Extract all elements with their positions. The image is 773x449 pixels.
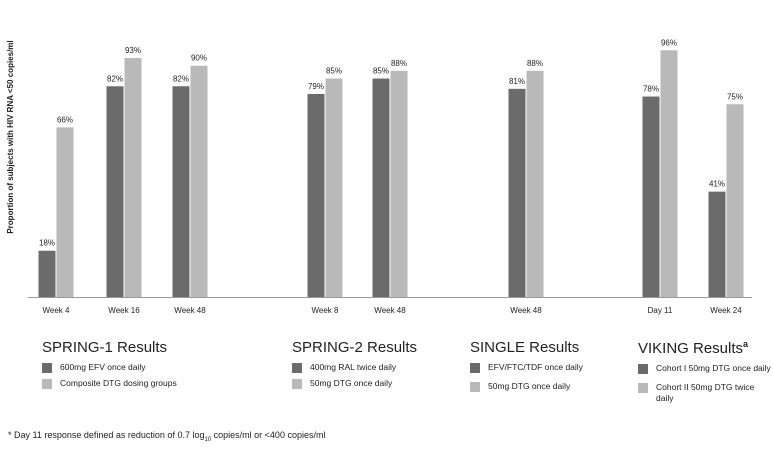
legend-label: 50mg DTG once daily (488, 381, 571, 391)
footnote-sub: 10 (204, 436, 212, 443)
legend-label: EFV/FTC/TDF once daily (488, 362, 583, 372)
bar-value-label: 96% (661, 38, 677, 47)
bar (642, 96, 660, 297)
bar-value-label: 41% (709, 180, 725, 189)
legend-item: 50mg DTG once daily (292, 378, 417, 389)
legend-label: Composite DTG dosing groups (60, 378, 177, 388)
bar (124, 57, 142, 297)
bar-value-label: 82% (107, 74, 123, 83)
legend-item: 50mg DTG once daily (470, 381, 583, 392)
single-title: SINGLE Results (470, 339, 580, 356)
bar (708, 191, 726, 297)
bar-value-label: 90% (191, 54, 207, 63)
bar-value-label: 78% (643, 85, 659, 94)
x-tick-label: Week 8 (312, 306, 340, 315)
bar (390, 70, 408, 297)
spring1-title: SPRING-1 Results (42, 339, 168, 356)
spring1-legend-group: SPRING-1 Results 600mg EFV once daily Co… (42, 339, 177, 394)
legend-swatch-light (638, 383, 648, 393)
spring2-legend-group: SPRING-2 Results 400mg RAL twice daily 5… (292, 339, 417, 394)
bar-value-label: 81% (509, 77, 525, 86)
x-tick-label: Week 16 (108, 306, 140, 315)
bar (526, 70, 544, 297)
legend-item: Cohort II 50mg DTG twice daily (638, 382, 771, 404)
bar (372, 78, 390, 297)
bar (106, 86, 124, 297)
bar (190, 65, 208, 297)
bar-value-label: 66% (57, 115, 73, 124)
legend-swatch-dark (638, 364, 648, 374)
spring2-title: SPRING-2 Results (292, 339, 418, 356)
bar (508, 88, 526, 297)
bar-value-label: 85% (326, 67, 342, 76)
bar (726, 104, 744, 297)
x-tick-label: Day 11 (648, 306, 673, 315)
legend-label: Cohort I 50mg DTG once daily (656, 363, 771, 373)
bar (660, 50, 678, 297)
x-tick-label: Week 24 (710, 306, 742, 315)
bar (56, 127, 74, 297)
legend-item: Cohort I 50mg DTG once daily (638, 363, 771, 374)
bar-value-label: 75% (727, 92, 743, 101)
footnote: * Day 11 response defined as reduction o… (8, 430, 325, 443)
bar-value-label: 82% (173, 74, 189, 83)
bar-value-label: 88% (527, 59, 543, 68)
legend-item: Composite DTG dosing groups (42, 378, 177, 389)
viking-title-sup: a (743, 339, 749, 349)
legend-swatch-dark (470, 363, 480, 373)
spring1-legend: 600mg EFV once daily Composite DTG dosin… (42, 362, 177, 389)
bar-value-label: 79% (308, 82, 324, 91)
y-axis-label: Proportion of subjects with HIV RNA <50 … (6, 40, 15, 234)
bar-value-label: 18% (39, 239, 55, 248)
bar (307, 93, 325, 297)
footnote-suffix: copies/ml or <400 copies/ml (211, 430, 326, 440)
x-tick-label: Week 48 (374, 306, 406, 315)
bar (325, 78, 343, 297)
single-legend: EFV/FTC/TDF once daily 50mg DTG once dai… (470, 362, 583, 392)
x-tick-label: Week 48 (510, 306, 542, 315)
legend-label: 400mg RAL twice daily (310, 362, 397, 372)
legend-swatch-dark (42, 363, 52, 373)
legend-swatch-light (470, 382, 480, 392)
legend-swatch-light (42, 379, 52, 389)
legend-label: 50mg DTG once daily (310, 378, 393, 388)
bar (38, 250, 56, 297)
legend-swatch-dark (292, 363, 302, 373)
bar-value-label: 85% (373, 67, 389, 76)
legend-item: 600mg EFV once daily (42, 362, 177, 373)
viking-legend-group: VIKING Resultsa Cohort I 50mg DTG once d… (638, 339, 771, 409)
viking-legend: Cohort I 50mg DTG once daily Cohort II 5… (638, 363, 771, 404)
footnote-prefix: * Day 11 response defined as reduction o… (8, 430, 205, 440)
x-tick-label: Week 48 (174, 306, 206, 315)
bar (172, 86, 190, 297)
x-tick-label: Week 4 (43, 306, 71, 315)
legend-label: Cohort II 50mg DTG twice daily (656, 382, 755, 403)
spring2-legend: 400mg RAL twice daily 50mg DTG once dail… (292, 362, 417, 389)
viking-title: VIKING Resultsa (638, 339, 771, 357)
legend-label: 600mg EFV once daily (60, 362, 146, 372)
bar-value-label: 88% (391, 59, 407, 68)
bar-value-label: 93% (125, 46, 141, 55)
single-legend-group: SINGLE Results EFV/FTC/TDF once daily 50… (470, 339, 583, 397)
legend-swatch-light (292, 379, 302, 389)
viking-title-text: VIKING Results (638, 340, 744, 357)
legend-item: EFV/FTC/TDF once daily (470, 362, 583, 373)
legend-item: 400mg RAL twice daily (292, 362, 417, 373)
